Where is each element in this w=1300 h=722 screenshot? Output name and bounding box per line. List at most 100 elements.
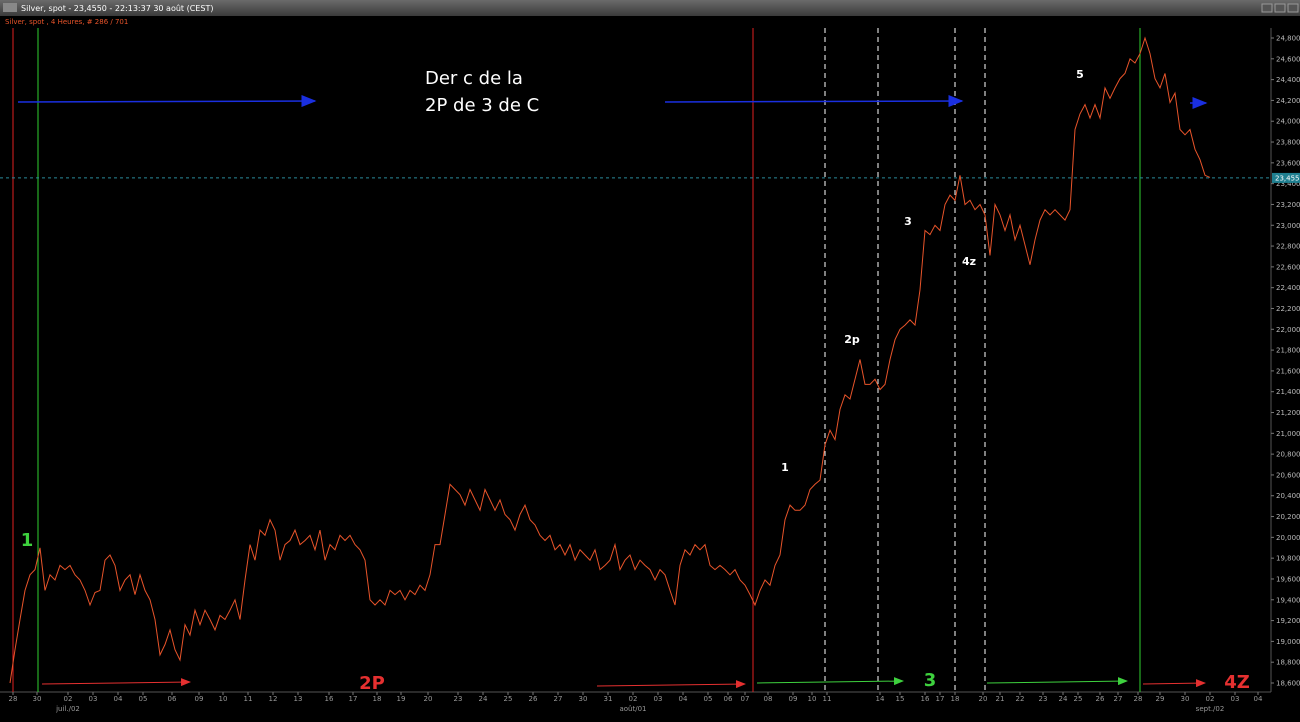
x-tick-label: 17 (936, 695, 945, 703)
x-tick-label: 20 (424, 695, 433, 703)
green-arrow (986, 677, 1128, 686)
x-tick-label: 05 (139, 695, 148, 703)
x-tick-label: 02 (1206, 695, 1215, 703)
x-tick-label: 11 (244, 695, 253, 703)
x-tick-label: 06 (168, 695, 177, 703)
y-tick-label: 24,200 (1276, 97, 1300, 105)
annotation: Der c de la (425, 68, 523, 89)
y-tick-label: 19,200 (1276, 617, 1300, 625)
red-arrow (41, 678, 191, 687)
x-tick-label: 03 (89, 695, 98, 703)
wave-label: 2p (844, 333, 860, 346)
x-tick-label: 02 (629, 695, 638, 703)
title-bar (0, 0, 1300, 16)
chart-subtitle: Silver, spot , 4 Heures, # 286 / 701 (5, 18, 128, 26)
y-tick-label: 24,400 (1276, 76, 1300, 84)
big-label: 3 (924, 670, 937, 691)
x-tick-label: 08 (764, 695, 773, 703)
y-tick-label: 23,000 (1276, 222, 1300, 230)
x-tick-label: 11 (823, 695, 832, 703)
x-tick-label: 10 (808, 695, 817, 703)
x-tick-label: 28 (1134, 695, 1143, 703)
price-line (9, 36, 1211, 684)
wave-label: 5 (1076, 68, 1084, 81)
y-tick-label: 24,000 (1276, 118, 1300, 126)
x-tick-label: 25 (1074, 695, 1083, 703)
x-tick-label: 30 (579, 695, 588, 703)
big-label: 4Z (1224, 672, 1250, 693)
y-tick-label: 20,800 (1276, 451, 1300, 459)
x-tick-label: 16 (325, 695, 334, 703)
x-tick-label: 15 (896, 695, 905, 703)
big-label: 2P (359, 673, 385, 694)
annotation: 2P de 3 de C (425, 95, 539, 116)
y-tick-label: 23,200 (1276, 201, 1300, 209)
y-tick-label: 23,400 (1276, 180, 1300, 188)
green-arrow (756, 677, 904, 686)
y-tick-label: 20,600 (1276, 471, 1300, 479)
maximize-button[interactable] (1274, 3, 1286, 13)
y-tick-label: 23,800 (1276, 139, 1300, 147)
x-tick-label: 28 (9, 695, 18, 703)
x-tick-label: 23 (1039, 695, 1048, 703)
x-tick-label: 25 (504, 695, 513, 703)
x-tick-label: 13 (294, 695, 303, 703)
y-tick-label: 19,600 (1276, 575, 1300, 583)
y-tick-label: 22,400 (1276, 284, 1300, 292)
x-tick-label: 20 (979, 695, 988, 703)
x-tick-label: 14 (876, 695, 885, 703)
last-price-box (1272, 172, 1300, 183)
window-icon (3, 3, 17, 12)
y-tick-label: 24,800 (1276, 35, 1300, 43)
window-title: Silver, spot - 23,4550 - 22:13:37 30 aoû… (21, 4, 213, 13)
y-tick-label: 21,400 (1276, 388, 1300, 396)
y-tick-label: 20,400 (1276, 492, 1300, 500)
y-tick-label: 20,000 (1276, 534, 1300, 542)
y-tick-label: 21,600 (1276, 367, 1300, 375)
wave-label: 1 (781, 461, 789, 474)
x-tick-label: 04 (1254, 695, 1263, 703)
y-tick-label: 18,600 (1276, 680, 1300, 688)
blue-arrow (17, 95, 317, 108)
x-tick-label: 26 (1096, 695, 1105, 703)
y-tick-label: 24,600 (1276, 55, 1300, 63)
y-tick-label: 21,200 (1276, 409, 1300, 417)
y-tick-label: 22,000 (1276, 326, 1300, 334)
y-tick-label: 18,800 (1276, 659, 1300, 667)
x-group-label: août/01 (619, 705, 646, 713)
red-arrow (1142, 679, 1206, 688)
x-tick-label: 27 (1114, 695, 1123, 703)
x-tick-label: 21 (996, 695, 1005, 703)
big-label: 1 (21, 530, 34, 551)
y-tick-label: 22,800 (1276, 243, 1300, 251)
x-tick-label: 07 (741, 695, 750, 703)
minimize-button[interactable] (1261, 3, 1273, 13)
x-tick-label: 22 (1016, 695, 1025, 703)
x-tick-label: 30 (33, 695, 42, 703)
x-group-label: sept./02 (1196, 705, 1225, 713)
x-tick-label: 03 (1231, 695, 1240, 703)
close-button[interactable] (1287, 3, 1299, 13)
y-tick-label: 21,000 (1276, 430, 1300, 438)
x-tick-label: 03 (654, 695, 663, 703)
x-tick-label: 17 (349, 695, 358, 703)
x-tick-label: 18 (373, 695, 382, 703)
wave-label: 3 (904, 215, 912, 228)
x-group-label: juil./02 (55, 705, 80, 713)
x-tick-label: 06 (724, 695, 733, 703)
y-tick-label: 23,600 (1276, 159, 1300, 167)
y-tick-label: 19,800 (1276, 555, 1300, 563)
x-tick-label: 18 (951, 695, 960, 703)
x-tick-label: 31 (604, 695, 613, 703)
x-tick-label: 05 (704, 695, 713, 703)
y-tick-label: 22,200 (1276, 305, 1300, 313)
wave-label: 4z (962, 255, 976, 268)
x-tick-label: 27 (554, 695, 563, 703)
x-tick-label: 04 (114, 695, 123, 703)
x-tick-label: 24 (1059, 695, 1068, 703)
x-tick-label: 12 (269, 695, 278, 703)
last-price-label: 23,455 (1275, 174, 1300, 182)
x-tick-label: 26 (529, 695, 538, 703)
